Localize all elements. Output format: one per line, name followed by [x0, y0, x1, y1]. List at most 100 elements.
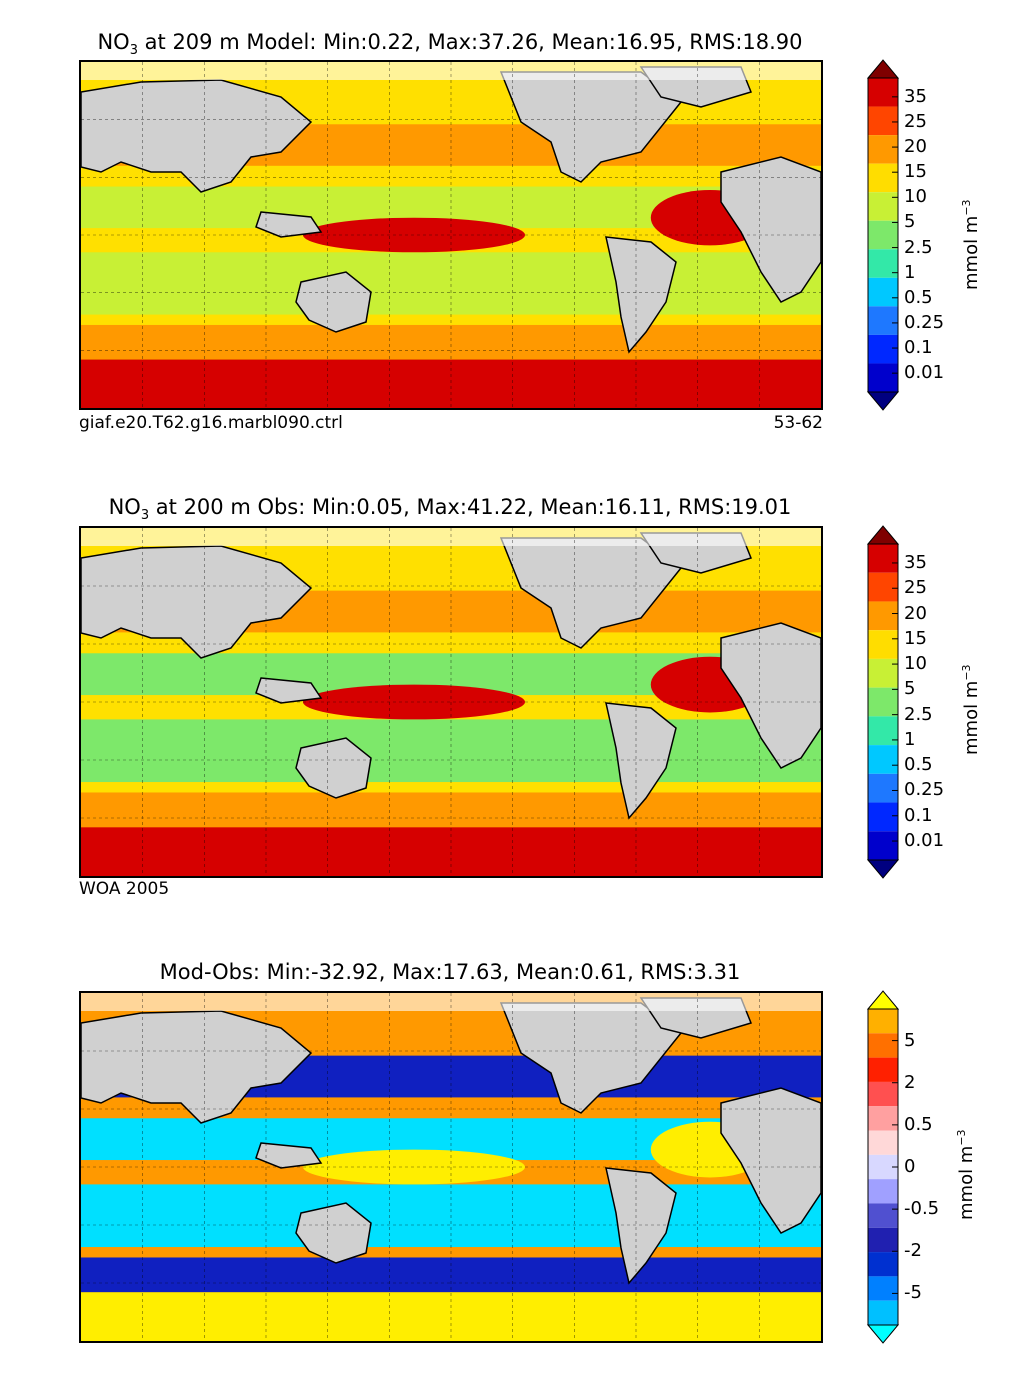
colorbar-segment	[868, 135, 898, 164]
dataset-caption: WOA 2005	[79, 879, 170, 899]
continent	[81, 545, 313, 659]
continent	[255, 1142, 323, 1169]
colorbar-frame	[867, 77, 899, 393]
colorbar-tick-label: 5	[904, 678, 916, 700]
colorbar-frame	[867, 543, 899, 861]
colorbar-tick-label: 0.1	[904, 337, 933, 359]
continent	[255, 211, 323, 238]
colorbar-segment	[868, 1009, 898, 1034]
colorbar-segment	[868, 1276, 898, 1301]
map-model	[79, 60, 823, 410]
continent	[720, 622, 821, 769]
colorbar-tick-label: 15	[904, 161, 927, 183]
colorbar-segment	[868, 78, 898, 107]
colorbar-segment	[868, 544, 898, 573]
continent	[720, 156, 821, 303]
continent	[81, 79, 313, 193]
title-rest: at 200 m Obs: Min:0.05, Max:41.22, Mean:…	[149, 495, 792, 519]
colorbar-tick-label: 0.25	[904, 779, 945, 801]
continent	[605, 1167, 677, 1285]
colorbar-tick-label: 20	[904, 136, 927, 158]
colorbar-segment	[868, 831, 898, 860]
colorbar-tick-label: 0.01	[904, 830, 945, 852]
colorbar-segment	[868, 106, 898, 136]
colorbar-tick-label: 5	[904, 1029, 916, 1051]
colorbar-tick-label: 0.5	[904, 1113, 933, 1135]
colorbar-extend-top	[866, 990, 900, 1010]
colorbar-svg	[866, 990, 900, 1344]
panel-title: Mod-Obs: Min:-32.92, Max:17.63, Mean:0.6…	[0, 960, 900, 984]
colorbar: 35 25 20 15 10 5 2.5 1 0.5 0.25 0.1 0.01	[866, 525, 944, 879]
panel-model: NO3 at 209 m Model: Min:0.22, Max:37.26,…	[0, 0, 1012, 460]
colorbar-segment	[868, 716, 898, 746]
colorbar-segment	[868, 1300, 898, 1325]
colorbar-tick-label: 1	[904, 728, 916, 750]
field-band	[81, 324, 821, 360]
continent	[295, 1202, 372, 1264]
colorbar-tick-label: 1	[904, 261, 916, 283]
graticule	[81, 62, 821, 408]
colorbar-extend-bottom	[866, 859, 900, 879]
colorbar-extend-bottom	[866, 1324, 900, 1344]
world-map	[81, 993, 821, 1341]
colorbar: 35 25 20 15 10 5 2.5 1 0.5 0.25 0.1 0.01	[866, 59, 944, 411]
colorbar-segment	[868, 687, 898, 717]
colorbar-segment	[868, 601, 898, 631]
colorbar-tick-label: 0.01	[904, 362, 945, 384]
colorbar-segment	[868, 163, 898, 193]
colorbar-segment	[868, 192, 898, 221]
colorbar-segment	[868, 363, 898, 392]
graticule	[81, 528, 821, 876]
panel-title: NO3 at 200 m Obs: Min:0.05, Max:41.22, M…	[0, 495, 900, 523]
colorbar-segment	[868, 306, 898, 335]
colorbar-tick-label: 2	[904, 1071, 916, 1093]
colorbar-segment	[868, 1252, 898, 1277]
colorbar-extend-bottom	[866, 391, 900, 411]
continent	[295, 271, 372, 333]
run-name-caption: giaf.e20.T62.g16.marbl090.ctrl	[79, 413, 343, 433]
continent	[720, 1087, 821, 1234]
colorbar-tick-label: 0	[904, 1156, 916, 1177]
colorbar-tick-label: 35	[904, 551, 927, 573]
colorbar-segment	[868, 802, 898, 832]
panel-obs: NO3 at 200 m Obs: Min:0.05, Max:41.22, M…	[0, 490, 1012, 910]
colorbar-tick-label: 5	[904, 211, 916, 233]
continent	[605, 702, 677, 820]
colorbar-extend-top	[866, 525, 900, 545]
colorbar-tick-label: 0.1	[904, 804, 933, 826]
colorbar-tick-label: -0.5	[904, 1198, 940, 1220]
colorbar-segment	[868, 220, 898, 250]
colorbar-segment	[868, 1203, 898, 1228]
colorbar-tick-label: 20	[904, 602, 927, 624]
colorbar-segment	[868, 773, 898, 803]
panel-title: NO3 at 209 m Model: Min:0.22, Max:37.26,…	[0, 30, 900, 58]
colorbar-svg	[866, 525, 900, 879]
map-diff	[79, 991, 823, 1343]
continent	[81, 1010, 313, 1124]
colorbar-tick-label: 10	[904, 186, 927, 208]
continent	[295, 737, 372, 799]
colorbar-units: mmol m−3	[955, 1129, 977, 1220]
colorbar-tick-label: 10	[904, 653, 927, 675]
colorbar-segment	[868, 1033, 898, 1058]
colorbar-tick-label: 0.5	[904, 754, 933, 776]
graticule	[81, 993, 821, 1341]
colorbar-tick-label: -5	[904, 1282, 922, 1304]
panel-diff: Mod-Obs: Min:-32.92, Max:17.63, Mean:0.6…	[0, 955, 1012, 1373]
colorbar-tick-label: 15	[904, 627, 927, 649]
world-map	[81, 528, 821, 876]
colorbar: 5 2 0.5 0 -0.5 -2 -5	[866, 990, 939, 1344]
colorbar-segment	[868, 1081, 898, 1107]
colorbar-segment	[868, 572, 898, 602]
colorbar-segment	[868, 1130, 898, 1155]
colorbar-tick-label: 0.5	[904, 286, 933, 308]
world-map	[81, 62, 821, 408]
colorbar-tick-label: -2	[904, 1240, 922, 1262]
colorbar-extend-top	[866, 59, 900, 79]
colorbar-svg	[866, 59, 900, 411]
colorbar-segment	[868, 1057, 898, 1082]
colorbar-segment	[868, 658, 898, 688]
colorbar-segment	[868, 277, 898, 307]
colorbar-units: mmol m−3	[960, 664, 982, 755]
map-obs	[79, 526, 823, 878]
